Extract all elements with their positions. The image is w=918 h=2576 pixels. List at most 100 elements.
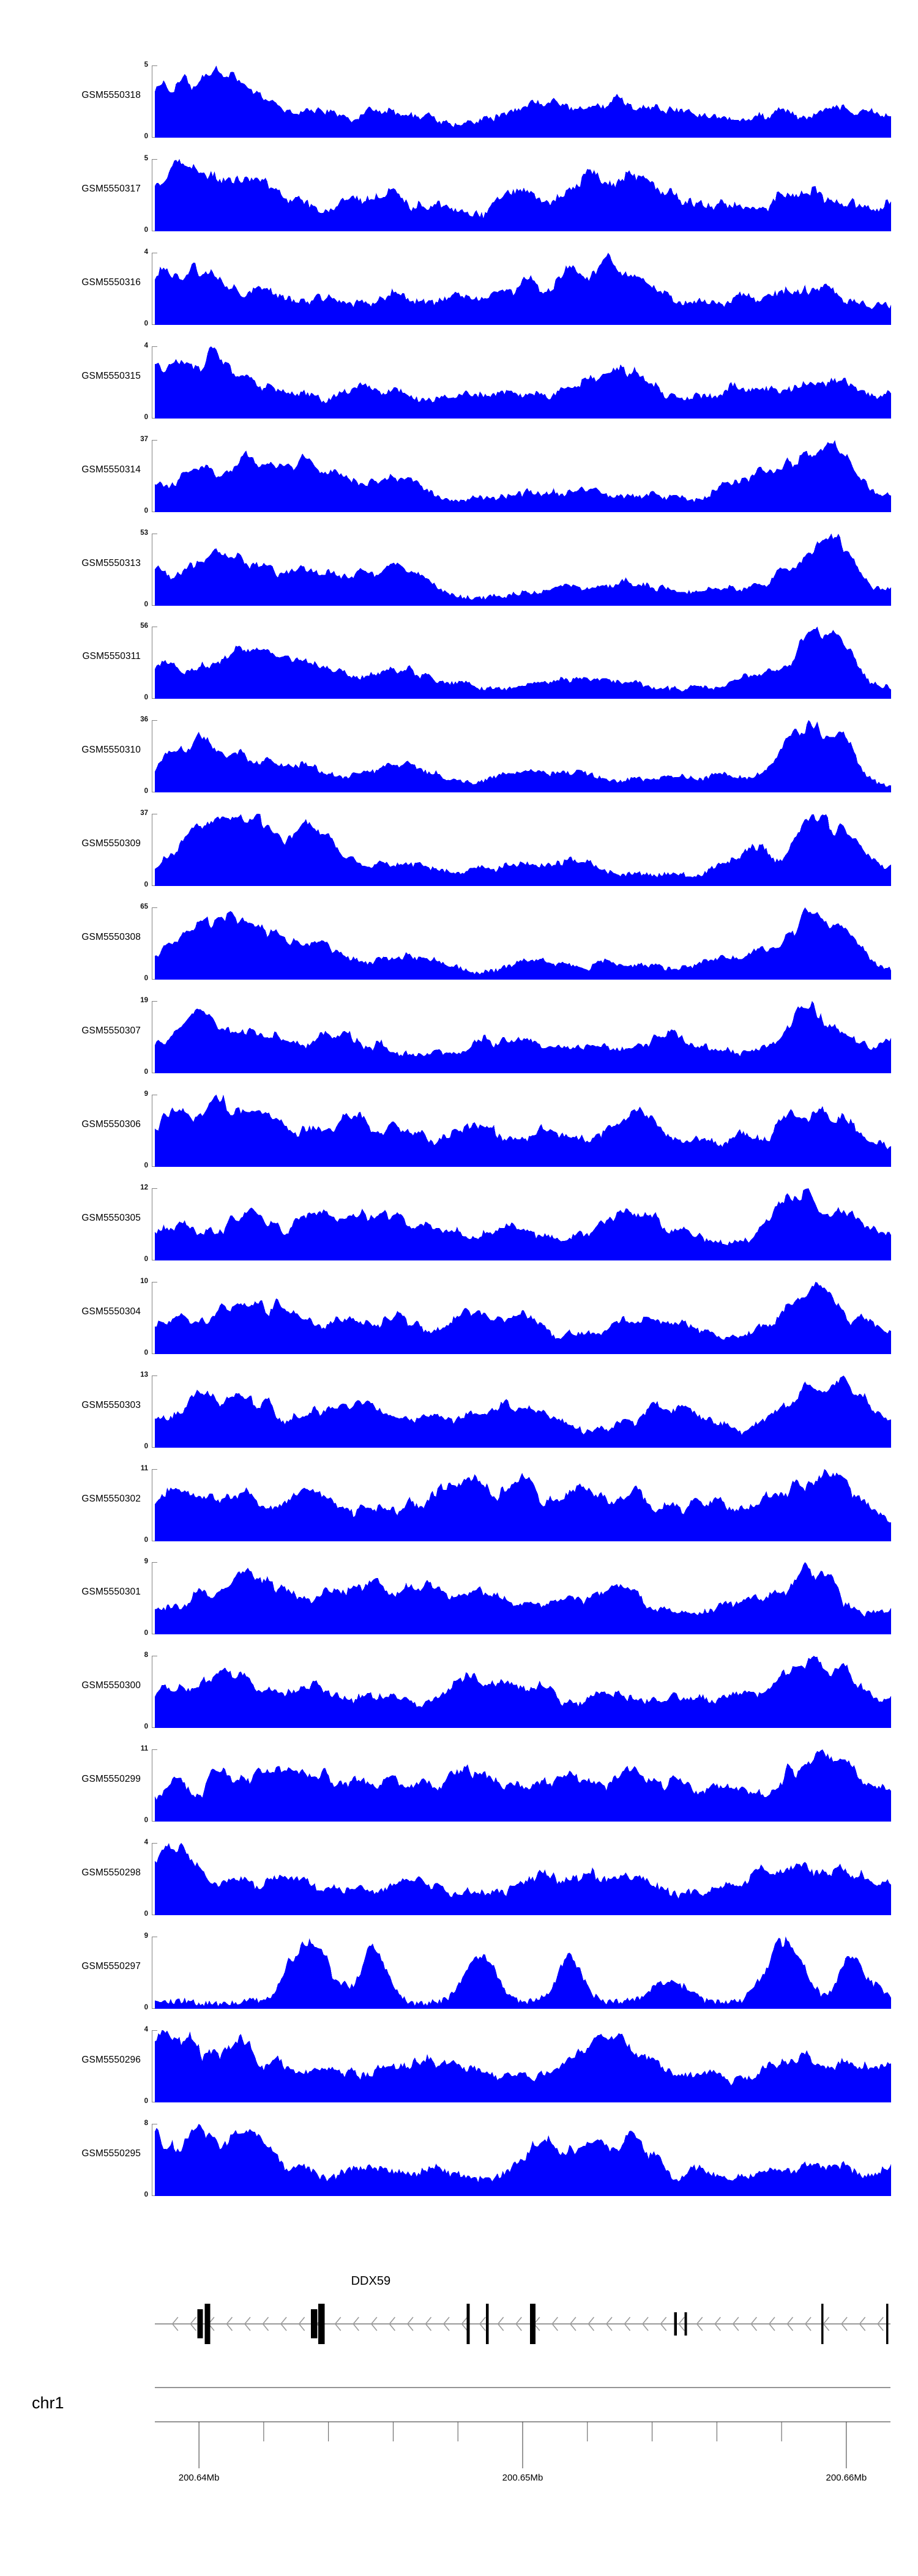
y-axis-min-label: 0 bbox=[144, 2004, 148, 2011]
track-sample-label: GSM5550314 bbox=[81, 464, 141, 475]
y-axis-tick-max bbox=[152, 720, 157, 721]
strand-arrow-icon bbox=[605, 2317, 613, 2331]
y-axis-max-label: 8 bbox=[144, 2119, 148, 2127]
strand-arrow-icon bbox=[190, 2317, 196, 2331]
y-axis-tick-max bbox=[152, 1375, 157, 1376]
y-axis-max-label: 36 bbox=[140, 716, 148, 724]
y-axis-max-label: 13 bbox=[140, 1371, 148, 1379]
y-axis-min-label: 0 bbox=[144, 787, 148, 795]
y-axis-tick-max bbox=[152, 1469, 157, 1470]
coverage-area-plot bbox=[155, 1469, 891, 1541]
coverage-track-gsm5550315: GSM5550315 4 0 bbox=[0, 339, 918, 433]
y-axis-min-label: 0 bbox=[144, 694, 148, 702]
y-axis-tick-min bbox=[152, 979, 157, 980]
coverage-fill bbox=[155, 1843, 891, 1916]
y-axis-max-label: 65 bbox=[140, 903, 148, 911]
coverage-area-plot bbox=[155, 907, 891, 980]
y-axis-max-label: 4 bbox=[144, 341, 148, 349]
coverage-fill bbox=[155, 814, 891, 887]
strand-arrow-icon bbox=[877, 2317, 884, 2331]
coverage-area-plot bbox=[155, 1375, 891, 1448]
strand-arrow-icon bbox=[389, 2317, 395, 2331]
coverage-area-plot bbox=[155, 252, 891, 325]
strand-arrow-icon bbox=[515, 2317, 522, 2331]
coverage-area-plot bbox=[155, 1001, 891, 1073]
y-axis-labels: 37 0 bbox=[120, 810, 148, 889]
coverage-area-plot bbox=[155, 1843, 891, 1916]
y-axis-min-label: 0 bbox=[144, 2191, 148, 2198]
y-axis-labels: 11 0 bbox=[120, 1746, 148, 1824]
strand-arrow-icon bbox=[497, 2317, 504, 2331]
track-sample-label: GSM5550298 bbox=[81, 1867, 141, 1878]
coverage-fill bbox=[155, 1469, 891, 1541]
coverage-track-gsm5550303: GSM5550303 13 0 bbox=[0, 1368, 918, 1462]
coverage-area-plot bbox=[155, 1281, 891, 1354]
strand-arrow-icon bbox=[298, 2317, 305, 2331]
coverage-track-gsm5550314: GSM5550314 37 0 bbox=[0, 433, 918, 526]
coverage-area-plot bbox=[155, 1188, 891, 1260]
y-axis-labels: 10 0 bbox=[120, 1278, 148, 1356]
track-plot-area: 11 0 bbox=[141, 1746, 892, 1830]
gene-exon-box bbox=[466, 2304, 470, 2344]
coverage-track-gsm5550318: GSM5550318 5 0 bbox=[0, 58, 918, 152]
coverage-fill bbox=[155, 65, 891, 138]
track-plot-area: 13 0 bbox=[140, 1371, 892, 1456]
y-axis-min-label: 0 bbox=[144, 1161, 148, 1169]
coverage-fill bbox=[155, 1375, 891, 1448]
gene-exon-box bbox=[204, 2304, 211, 2344]
coverage-track-gsm5550298: GSM5550298 4 0 bbox=[0, 1836, 918, 1929]
gene-exon-box bbox=[684, 2312, 687, 2336]
strand-arrow-icon bbox=[859, 2317, 866, 2331]
coverage-area-plot bbox=[155, 720, 891, 793]
y-axis-max-label: 9 bbox=[144, 1558, 148, 1566]
gene-exon-box bbox=[886, 2304, 889, 2344]
y-axis-tick-min bbox=[152, 885, 157, 887]
track-plot-area: 53 0 bbox=[140, 529, 892, 614]
strand-arrow-icon bbox=[786, 2317, 794, 2331]
coverage-area-plot bbox=[155, 65, 891, 138]
track-sample-label: GSM5550301 bbox=[81, 1587, 141, 1598]
y-axis-tick-min bbox=[152, 1353, 157, 1354]
track-plot-area: 56 0 bbox=[140, 623, 892, 707]
track-plot-area: 11 0 bbox=[141, 1465, 892, 1550]
coverage-area-plot bbox=[155, 158, 891, 231]
coverage-fill bbox=[155, 2123, 891, 2196]
y-axis-tick-min bbox=[152, 698, 157, 699]
y-axis-max-label: 4 bbox=[144, 248, 148, 256]
track-sample-label: GSM5550300 bbox=[81, 1680, 141, 1691]
coverage-fill bbox=[155, 252, 891, 325]
chromosome-axis-track: chr1 200.64Mb 200.65Mb 200.66Mb bbox=[0, 2374, 918, 2521]
y-axis-tick-min bbox=[152, 137, 157, 138]
coverage-area-plot bbox=[155, 346, 891, 419]
y-axis-tick-max bbox=[152, 1188, 157, 1189]
coverage-fill bbox=[155, 627, 891, 699]
strand-arrow-icon bbox=[624, 2317, 631, 2331]
coverage-track-gsm5550311: GSM5550311 56 0 bbox=[0, 619, 918, 713]
strand-arrow-icon bbox=[804, 2317, 812, 2331]
track-sample-label: GSM5550315 bbox=[81, 370, 141, 381]
coverage-area-plot bbox=[155, 439, 891, 512]
coverage-area-plot bbox=[155, 627, 891, 699]
y-axis-min-label: 0 bbox=[144, 1536, 148, 1544]
track-plot-area: 10 0 bbox=[140, 1278, 892, 1363]
coverage-area-plot bbox=[155, 1937, 891, 2009]
coverage-track-gsm5550308: GSM5550308 65 0 bbox=[0, 900, 918, 994]
chromosome-label: chr1 bbox=[32, 2394, 64, 2412]
coverage-fill bbox=[155, 1188, 891, 1260]
y-axis-min-label: 0 bbox=[144, 1442, 148, 1450]
y-axis-max-label: 5 bbox=[144, 61, 148, 69]
coverage-fill bbox=[155, 1001, 891, 1073]
y-axis-tick-max bbox=[152, 2030, 157, 2031]
y-axis-min-label: 0 bbox=[144, 881, 148, 889]
coverage-fill bbox=[155, 158, 891, 231]
axis-tick-label: 200.66Mb bbox=[826, 2473, 867, 2483]
coverage-track-gsm5550297: GSM5550297 9 0 bbox=[0, 1929, 918, 2023]
gene-exon-box bbox=[318, 2304, 325, 2344]
y-axis-max-label: 12 bbox=[140, 1183, 148, 1191]
